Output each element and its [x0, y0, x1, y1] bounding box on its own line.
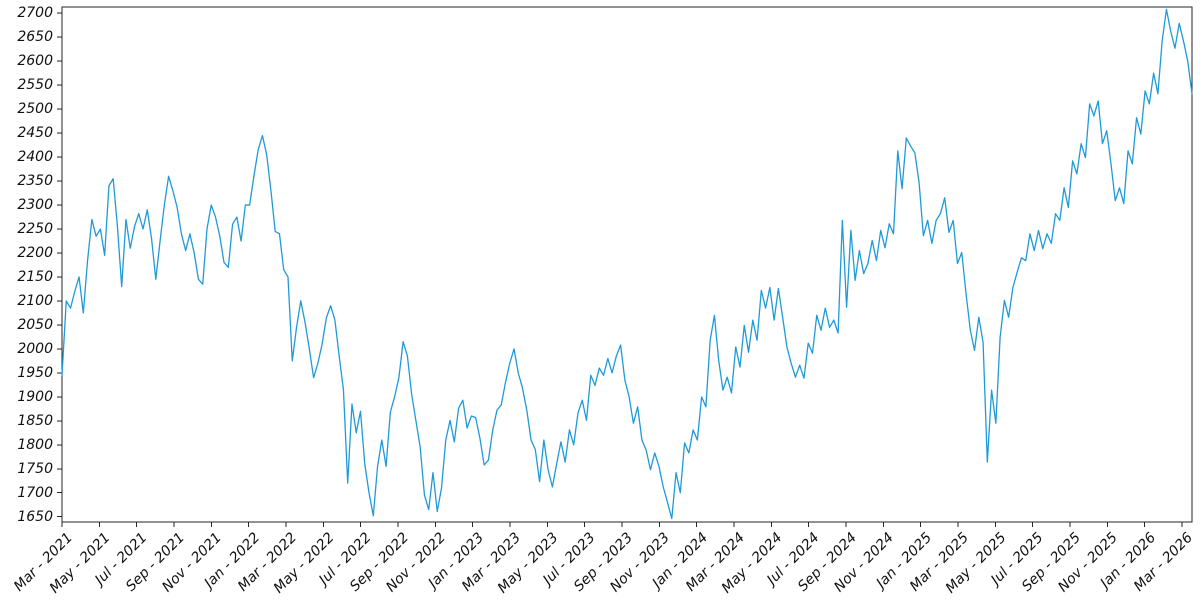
y-tick-label: 2000 [17, 340, 53, 357]
price-line-series [61, 8, 1193, 520]
y-tick-label: 1650 [17, 508, 53, 525]
y-tick-label: 2100 [17, 292, 53, 309]
plot-frame [61, 6, 1193, 523]
y-tick-label: 1900 [17, 388, 53, 405]
y-tick-label: 2300 [17, 197, 53, 214]
x-tick-marks [61, 522, 1183, 527]
y-tick-label: 2700 [17, 5, 53, 22]
y-tick-label: 2600 [17, 53, 53, 70]
y-tick-label: 1800 [17, 436, 53, 453]
y-tick-label: 1750 [17, 460, 53, 477]
y-tick-label: 2450 [17, 125, 53, 142]
y-tick-label: 2150 [17, 268, 53, 285]
y-tick-marks [57, 12, 62, 518]
y-tick-label: 2050 [17, 316, 53, 333]
y-tick-label: 1700 [17, 484, 53, 501]
y-tick-label: 2650 [17, 29, 53, 46]
y-tick-label: 2200 [17, 244, 53, 261]
y-tick-label: 1850 [17, 412, 53, 429]
y-tick-label: 2550 [17, 77, 53, 94]
y-tick-label: 2400 [17, 149, 53, 166]
y-tick-label: 2350 [17, 173, 53, 190]
y-tick-label: 2250 [17, 221, 53, 238]
y-tick-label: 2500 [17, 101, 53, 118]
y-tick-label: 1950 [17, 364, 53, 381]
